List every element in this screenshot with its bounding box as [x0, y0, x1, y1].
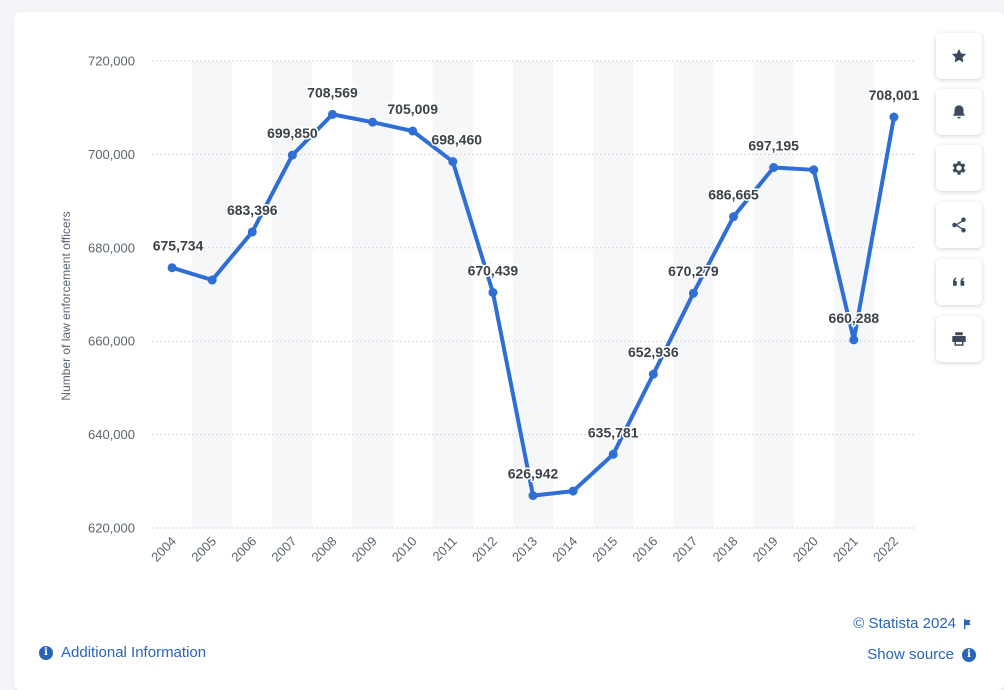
column-band [512, 61, 554, 528]
x-tick-label: 2009 [349, 534, 380, 565]
data-point[interactable] [568, 486, 578, 496]
share-button[interactable] [936, 202, 982, 248]
data-point[interactable] [327, 109, 337, 119]
data-point[interactable] [889, 112, 899, 122]
column-band [352, 61, 393, 528]
column-band [192, 61, 233, 528]
data-point[interactable] [849, 335, 859, 345]
show-source-text: Show source [867, 646, 954, 663]
x-tick-label: 2012 [469, 534, 500, 565]
data-label: 660,288 [829, 310, 880, 326]
data-label: 626,942 [508, 466, 559, 482]
data-label: 705,009 [387, 101, 438, 117]
credit-text: © Statista 2024 [853, 615, 956, 632]
data-point[interactable] [287, 150, 297, 160]
data-label: 699,850 [267, 125, 318, 141]
data-point[interactable] [528, 491, 538, 501]
show-source-link[interactable]: Show source i [867, 646, 976, 663]
star-icon [951, 48, 967, 63]
data-label: 697,195 [748, 137, 799, 153]
x-tick-label: 2016 [629, 534, 660, 565]
data-labels: 675,734 683,396 699,850 708,569 705,009 698,4… [151, 83, 921, 483]
bell-icon [953, 105, 965, 119]
x-tick-label: 2014 [549, 534, 580, 565]
info-icon: i [39, 645, 53, 660]
data-point[interactable] [167, 263, 177, 273]
y-tick-label: 680,000 [88, 240, 135, 255]
column-band [833, 61, 874, 528]
y-tick-label: 720,000 [88, 54, 135, 69]
x-tick-label: 2005 [188, 534, 219, 565]
statista-credit[interactable]: © Statista 2024 [853, 615, 974, 632]
data-label: 670,279 [668, 263, 719, 279]
x-tick-label: 2020 [790, 534, 821, 565]
x-tick-label: 2019 [750, 534, 781, 565]
data-label: 675,734 [153, 238, 204, 254]
data-label: 686,665 [708, 187, 759, 203]
settings-button[interactable] [936, 145, 982, 191]
data-point[interactable] [809, 165, 819, 175]
gear-icon [952, 161, 966, 175]
data-label: 683,396 [227, 202, 278, 218]
x-tick-label: 2021 [830, 534, 861, 565]
additional-information-link[interactable]: i Additional Information [39, 644, 206, 661]
column-band [432, 61, 473, 528]
data-label: 708,001 [869, 87, 920, 103]
data-point[interactable] [408, 126, 418, 136]
data-points [167, 109, 899, 501]
x-tick-label: 2017 [669, 534, 700, 565]
data-label: 698,460 [431, 132, 482, 148]
print-button[interactable] [936, 316, 982, 362]
additional-information-text: Additional Information [61, 644, 207, 661]
data-label: 670,439 [468, 262, 519, 278]
notification-button[interactable] [936, 89, 982, 135]
data-point[interactable] [207, 275, 217, 285]
x-tick-label: 2022 [870, 534, 901, 565]
favorite-button[interactable] [936, 33, 982, 79]
data-point[interactable] [769, 162, 779, 172]
data-point[interactable] [368, 117, 378, 127]
x-tick-label: 2008 [309, 534, 340, 565]
x-axis-ticks: 2004 2005 2006 2007 2008 2009 2010 2011 2012 2013… [148, 534, 901, 565]
info-icon: i [962, 647, 976, 662]
data-point[interactable] [247, 227, 257, 237]
share-icon [952, 217, 966, 233]
x-tick-label: 2004 [148, 534, 179, 565]
cite-button[interactable] [936, 259, 982, 305]
y-tick-label: 620,000 [88, 521, 135, 536]
x-tick-label: 2010 [389, 534, 420, 565]
gridlines [152, 60, 914, 529]
data-point[interactable] [448, 157, 458, 167]
data-point[interactable] [688, 288, 698, 298]
y-tick-label: 640,000 [88, 427, 135, 442]
x-tick-label: 2011 [430, 534, 460, 564]
data-label: 635,781 [588, 424, 639, 440]
data-point[interactable] [608, 449, 618, 459]
printer-icon [952, 332, 966, 346]
x-tick-label: 2007 [268, 534, 299, 565]
x-tick-label: 2013 [509, 534, 540, 565]
y-axis-label: Number of law enforcement officers [59, 211, 73, 400]
data-point[interactable] [488, 287, 498, 297]
chart-card: 620,000 640,000 660,000 680,000 700,000 720,0… [14, 12, 1004, 690]
x-tick-label: 2015 [589, 534, 620, 565]
x-tick-label: 2018 [710, 534, 741, 565]
data-point[interactable] [729, 212, 739, 222]
column-band [753, 61, 794, 528]
quote-icon [953, 277, 965, 286]
data-point[interactable] [648, 369, 658, 379]
line-chart: 620,000 640,000 660,000 680,000 700,000 720,0… [59, 54, 921, 565]
data-label: 708,569 [307, 84, 358, 100]
flag-icon [964, 618, 971, 629]
y-axis-ticks: 620,000 640,000 660,000 680,000 700,000 720,0… [88, 54, 135, 536]
y-tick-label: 660,000 [88, 334, 135, 349]
y-tick-label: 700,000 [88, 147, 135, 162]
x-tick-label: 2006 [228, 534, 259, 565]
data-label: 652,936 [628, 344, 679, 360]
